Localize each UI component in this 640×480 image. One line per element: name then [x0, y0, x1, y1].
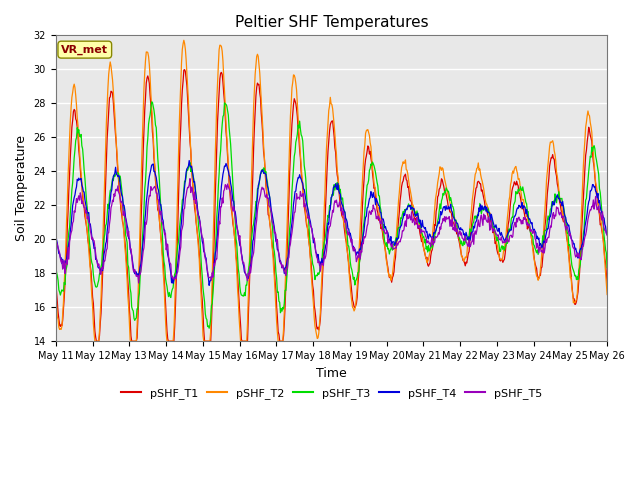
pSHF_T3: [148, 99, 156, 105]
pSHF_T2: [604, 292, 611, 298]
Title: Peltier SHF Temperatures: Peltier SHF Temperatures: [235, 15, 428, 30]
pSHF_T1: [175, 168, 183, 173]
Y-axis label: Soil Temperature: Soil Temperature: [15, 135, 28, 241]
Legend: pSHF_T1, pSHF_T2, pSHF_T3, pSHF_T4, pSHF_T5: pSHF_T1, pSHF_T2, pSHF_T3, pSHF_T4, pSHF…: [116, 383, 547, 403]
Line: pSHF_T1: pSHF_T1: [56, 70, 607, 341]
pSHF_T1: [604, 280, 611, 286]
pSHF_T4: [205, 275, 212, 280]
pSHF_T2: [52, 291, 60, 297]
pSHF_T5: [186, 176, 194, 181]
pSHF_T1: [400, 174, 408, 180]
pSHF_T5: [175, 255, 183, 261]
pSHF_T4: [186, 157, 193, 163]
pSHF_T3: [118, 195, 126, 201]
pSHF_T2: [91, 338, 99, 344]
pSHF_T4: [416, 217, 424, 223]
Text: VR_met: VR_met: [61, 45, 108, 55]
pSHF_T3: [52, 261, 60, 266]
X-axis label: Time: Time: [316, 367, 347, 380]
pSHF_T1: [120, 222, 127, 228]
pSHF_T2: [120, 223, 127, 228]
pSHF_T5: [135, 280, 143, 286]
pSHF_T3: [205, 325, 213, 331]
pSHF_T1: [180, 67, 188, 72]
pSHF_T4: [118, 194, 126, 200]
pSHF_T5: [416, 226, 424, 231]
pSHF_T2: [62, 245, 70, 251]
pSHF_T4: [205, 283, 213, 288]
pSHF_T5: [118, 202, 126, 207]
pSHF_T1: [416, 231, 424, 237]
pSHF_T3: [205, 323, 212, 329]
pSHF_T4: [62, 258, 70, 264]
pSHF_T2: [205, 338, 213, 344]
pSHF_T5: [62, 263, 70, 269]
pSHF_T5: [52, 234, 60, 240]
pSHF_T3: [400, 212, 408, 217]
Line: pSHF_T5: pSHF_T5: [56, 179, 607, 283]
pSHF_T2: [175, 122, 183, 128]
pSHF_T3: [175, 228, 183, 234]
pSHF_T1: [93, 338, 100, 344]
Line: pSHF_T3: pSHF_T3: [56, 102, 607, 328]
pSHF_T1: [205, 338, 213, 344]
pSHF_T2: [400, 160, 408, 166]
pSHF_T5: [400, 227, 408, 233]
pSHF_T4: [400, 211, 408, 216]
pSHF_T2: [180, 37, 188, 43]
Line: pSHF_T2: pSHF_T2: [56, 40, 607, 341]
pSHF_T3: [62, 267, 70, 273]
pSHF_T3: [604, 265, 611, 271]
pSHF_T5: [604, 232, 611, 238]
pSHF_T1: [62, 266, 70, 272]
pSHF_T1: [52, 280, 60, 286]
pSHF_T2: [416, 223, 424, 228]
pSHF_T5: [205, 275, 213, 280]
pSHF_T4: [604, 231, 611, 237]
pSHF_T4: [52, 230, 60, 236]
pSHF_T4: [175, 255, 182, 261]
pSHF_T3: [416, 218, 424, 224]
Line: pSHF_T4: pSHF_T4: [56, 160, 607, 286]
